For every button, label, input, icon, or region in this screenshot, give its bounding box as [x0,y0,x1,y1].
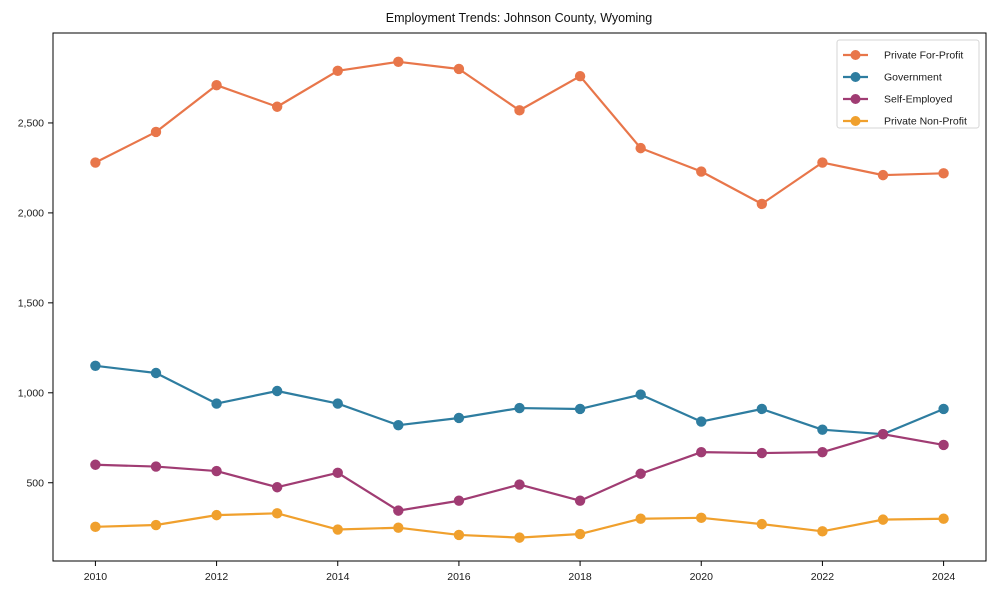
legend-item-private-non-profit: Private Non-Profit [843,116,967,128]
data-point-private-non-profit-2016 [453,529,465,541]
data-point-private-non-profit-2011 [150,519,162,531]
data-point-private-non-profit-2013 [271,508,283,519]
data-point-self-employed-2011 [150,461,162,472]
data-point-private-for-profit-2024 [938,168,949,179]
data-point-self-employed-2020 [696,446,707,458]
series-line-government [95,364,945,436]
y-tick-label: 1,500 [18,298,44,310]
data-point-private-non-profit-2015 [393,522,404,533]
data-point-self-employed-2022 [817,446,828,458]
data-point-self-employed-2024 [938,439,949,451]
data-point-private-non-profit-2019 [635,513,646,524]
data-point-private-non-profit-2023 [877,514,889,525]
data-point-private-non-profit-2020 [696,512,707,524]
legend-label: Self-Employed [884,94,952,106]
x-tick-label: 2022 [811,571,835,583]
chart-title: Employment Trends: Johnson County, Wyomi… [386,11,652,25]
data-point-private-non-profit-2022 [817,526,828,537]
data-point-private-for-profit-2022 [817,157,828,168]
plot-border [52,32,987,562]
data-point-government-2014 [332,398,343,409]
data-point-self-employed-2012 [211,465,222,477]
data-point-government-2019 [635,389,646,400]
data-point-government-2018 [574,403,586,415]
data-point-government-2012 [211,398,222,409]
data-point-private-for-profit-2018 [574,70,586,82]
legend-marker-icon [850,72,861,82]
data-point-self-employed-2021 [756,447,768,459]
y-tick-label: 1,000 [18,387,44,399]
y-tick-label: 500 [26,477,44,489]
legend-label: Government [884,72,942,84]
data-point-private-for-profit-2019 [635,142,646,154]
data-point-private-non-profit-2010 [90,521,101,533]
data-point-self-employed-2018 [574,495,586,506]
x-tick-label: 2010 [84,571,108,583]
data-point-private-for-profit-2021 [756,198,768,210]
data-point-self-employed-2014 [332,467,343,479]
legend-item-private-for-profit: Private For-Profit [843,50,963,62]
legend-box [836,39,980,129]
data-point-government-2024 [938,403,949,415]
data-point-private-for-profit-2017 [514,105,525,116]
data-point-self-employed-2017 [514,479,525,490]
y-tick-label: 2,500 [18,118,44,130]
x-tick-label: 2012 [205,571,229,583]
x-tick-label: 2020 [690,571,714,583]
legend-marker-icon [850,94,861,104]
data-point-private-for-profit-2011 [150,126,162,138]
legend-marker-icon [850,116,861,126]
data-point-private-for-profit-2010 [90,157,101,168]
data-point-private-for-profit-2014 [332,65,343,76]
data-point-self-employed-2015 [393,505,404,516]
data-point-private-for-profit-2020 [696,166,707,177]
data-point-government-2013 [271,385,283,397]
x-tick-label: 2018 [568,571,592,583]
x-tick-label: 2016 [447,571,471,583]
data-point-government-2016 [453,412,465,424]
data-point-government-2022 [817,424,828,435]
legend-item-government: Government [843,72,942,84]
data-point-private-for-profit-2012 [211,79,222,91]
data-point-private-non-profit-2017 [514,532,525,543]
y-tick-label: 2,000 [18,208,44,220]
legend-marker-icon [850,50,861,60]
data-point-private-for-profit-2013 [271,101,283,112]
legend-label: Private Non-Profit [884,116,967,128]
data-point-government-2017 [514,402,525,414]
series-line-self-employed [95,433,944,512]
data-point-private-for-profit-2016 [453,63,465,75]
data-point-self-employed-2016 [453,495,465,506]
data-point-private-non-profit-2024 [938,513,949,524]
data-point-self-employed-2023 [877,428,889,440]
data-point-government-2015 [393,419,404,431]
data-point-private-non-profit-2018 [574,528,586,540]
data-point-self-employed-2019 [635,468,646,479]
data-point-private-non-profit-2021 [756,518,768,530]
legend-item-self-employed: Self-Employed [843,94,952,106]
data-point-self-employed-2010 [90,459,101,470]
data-point-government-2020 [696,416,707,427]
data-point-private-for-profit-2023 [877,169,889,181]
legend-label: Private For-Profit [884,50,963,62]
data-point-self-employed-2013 [271,482,283,493]
data-point-government-2021 [756,403,768,415]
data-point-government-2011 [150,367,162,379]
data-point-government-2010 [90,360,101,372]
data-point-private-non-profit-2014 [332,524,343,535]
series-line-private-for-profit [94,60,944,206]
x-tick-label: 2024 [932,571,956,583]
plot-area: 2010 2012 2014 2016 2018 2020 2022 2024 500 1,000… [18,32,987,583]
data-point-private-non-profit-2012 [211,509,222,521]
data-point-private-for-profit-2015 [393,56,404,67]
x-tick-label: 2014 [326,571,350,583]
